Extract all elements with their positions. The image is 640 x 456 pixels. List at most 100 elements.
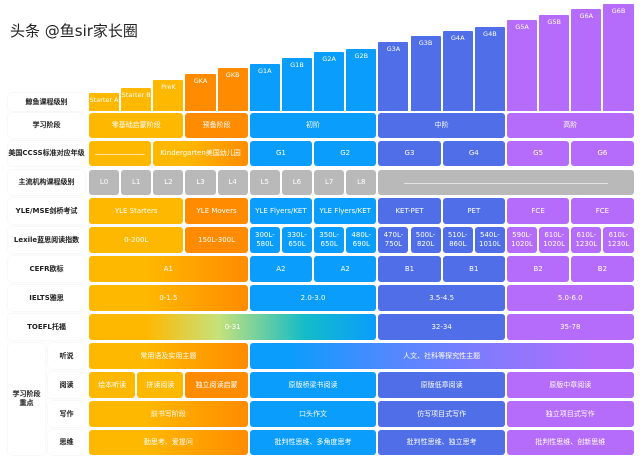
table-cell: G3 [378,141,441,166]
table-cell: L2 [153,170,184,195]
level-bar-gka: GKA [185,74,216,111]
table-cell: 150L-300L [185,227,248,253]
table-cell: 510L- 860L [442,227,473,253]
level-bar-g1b: G1B [281,58,313,111]
row-label: Lexile蓝思阅读指数 [8,227,85,253]
table-cell: 300L- 580L [249,227,280,253]
table-cell: 590L- 1020L [506,227,538,253]
level-bar-starter-a: Starter A [89,93,120,111]
table-cell: 610L- 1230L [603,227,634,253]
table-cell: L0 [89,170,120,195]
table-cell: 原版桥梁书阅读 [249,372,377,398]
level-bar-g4b: G4B [474,27,505,111]
level-bar-g5a: G5A [506,20,538,111]
table-cell: L4 [217,170,248,195]
table-cell: 540L- 1010L [474,227,505,253]
table-cell: B1 [442,256,505,282]
placeholder-line [95,153,146,155]
table-cell: A1 [89,256,248,282]
focus-label: 写作 [48,401,85,427]
table-cell: FCE [506,198,570,224]
level-bar-g3a: G3A [378,42,409,111]
table-cell: 仿写项目式写作 [378,401,505,427]
row-label: YLE/MSE剑桥考试 [8,198,85,224]
table-cell: 独立阅读启蒙 [185,372,248,398]
table-cell: 610L- 1020L [539,227,570,253]
level-bar-g5b: G5B [539,15,570,111]
table-cell: YLE Flyers/KET [314,198,377,224]
table-cell: L6 [281,170,313,195]
table-cell: Kindergarten美国幼儿园 [153,141,248,166]
table-cell: 批判性思维、创新思维 [506,430,634,455]
table-cell: 零基础启蒙阶段 [89,113,184,138]
table-cell: 32-34 [378,314,505,340]
table-cell: 350L- 650L [314,227,345,253]
row-label: 美国CCSS标准对应年级 [8,141,85,166]
table-cell: 原版中章阅读 [506,372,634,398]
table-cell: 原版低章阅读 [378,372,505,398]
level-bar-g4a: G4A [442,31,473,111]
table-cell: YLE Starters [89,198,184,224]
level-bar-gkb: GKB [217,68,248,111]
table-cell: G1 [249,141,313,166]
table-cell [378,170,634,195]
focus-group-label: 学习阶段 重点 [8,343,45,455]
table-cell: 常用语及实用主题 [89,343,248,369]
table-cell: 0-31 [89,314,377,340]
table-cell [89,141,152,166]
table-cell: B2 [506,256,570,282]
table-cell: 0-1.5 [89,285,248,311]
table-cell: L7 [314,170,345,195]
level-bar-g2a: G2A [314,52,345,111]
level-bar-starter-b: Starter B [121,88,152,111]
table-cell: 初阶 [249,113,377,138]
focus-label: 听说 [48,343,85,369]
table-cell: 500L- 820L [410,227,441,253]
table-cell: A2 [249,256,313,282]
row-label: CEFR欧标 [8,256,85,282]
table-cell: 中阶 [378,113,505,138]
table-cell: 5.0-6.0 [506,285,634,311]
level-bar-g6a: G6A [571,9,602,111]
table-cell: A2 [314,256,377,282]
table-cell: 3.5-4.5 [378,285,505,311]
table-cell: B1 [378,256,441,282]
level-bar-prek: PreK [153,80,184,111]
table-cell: 批判性思维、独立思考 [378,430,505,455]
table-cell: 480L- 690L [346,227,377,253]
row-label: TOEFL托福 [8,314,85,340]
level-bar-g3b: G3B [410,36,441,111]
table-cell: YLE Movers [185,198,248,224]
table-cell: 勤思考、爱提问 [89,430,248,455]
row-label: 鲸鱼课程级别 [8,93,85,111]
table-cell: 高阶 [506,113,634,138]
level-bar-g2b: G2B [346,49,377,111]
table-cell: 绘本听读 [89,372,136,398]
focus-label: 阅读 [48,372,85,398]
table-cell: KET-PET [378,198,441,224]
table-cell: 610L- 1230L [571,227,602,253]
table-cell: 预备阶段 [185,113,248,138]
table-cell: G4 [442,141,505,166]
watermark: 头条 @鱼sir家长圈 [10,22,138,40]
table-cell: G5 [506,141,570,166]
table-cell: L5 [249,170,280,195]
table-cell: L3 [185,170,216,195]
table-cell: L8 [346,170,377,195]
table-cell: 口头作文 [249,401,377,427]
row-label: 主流机构课程级别 [8,170,85,195]
placeholder-line [403,182,609,184]
table-cell: PET [442,198,505,224]
level-bar-g6b: G6B [603,4,634,111]
table-cell: 330L- 650L [281,227,313,253]
table-cell: G2 [314,141,377,166]
table-cell: 批判性思维、多角度思考 [249,430,377,455]
row-label: 学习阶段 [8,113,85,138]
table-cell: 独立项目式写作 [506,401,634,427]
table-cell: 2.0-3.0 [249,285,377,311]
table-cell: 人文、社科等探究性主题 [249,343,634,369]
row-label: IELTS雅思 [8,285,85,311]
table-cell: 470L- 750L [378,227,409,253]
level-bar-g1a: G1A [249,64,280,111]
